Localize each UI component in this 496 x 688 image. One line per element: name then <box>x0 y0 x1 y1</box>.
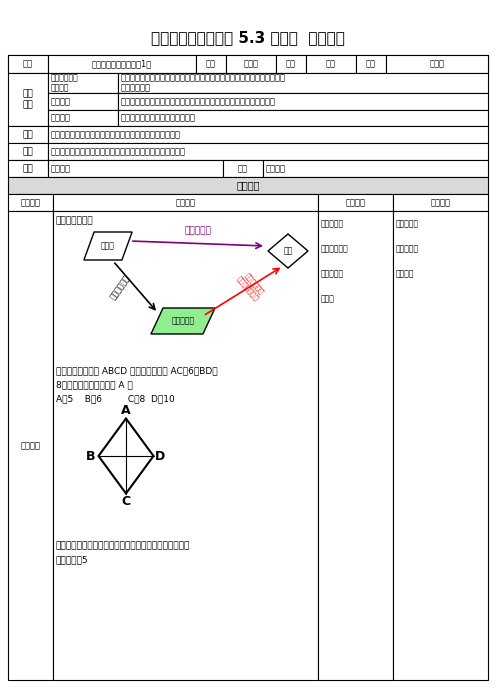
Text: 教学过程: 教学过程 <box>236 180 260 191</box>
Text: 难点: 难点 <box>23 147 33 156</box>
Text: C: C <box>122 495 130 508</box>
Text: A．5    B．6         C．8  D．10: A．5 B．6 C．8 D．10 <box>56 394 175 403</box>
Text: 设计意图: 设计意图 <box>431 198 450 207</box>
Text: 课前导入，

激发学生的

学习兴趣: 课前导入， 激发学生的 学习兴趣 <box>396 219 419 278</box>
Text: 正方形与矩形、菱形的关系及正方形性质与判定的灵活运用．: 正方形与矩形、菱形的关系及正方形性质与判定的灵活运用． <box>51 147 186 156</box>
FancyBboxPatch shape <box>8 143 48 160</box>
FancyBboxPatch shape <box>8 73 48 126</box>
FancyBboxPatch shape <box>263 160 488 177</box>
Text: 教师活动: 教师活动 <box>176 198 195 207</box>
Text: A: A <box>121 404 131 417</box>
FancyBboxPatch shape <box>318 211 393 680</box>
Text: 单元: 单元 <box>206 59 216 69</box>
FancyBboxPatch shape <box>48 93 118 110</box>
Text: 菱形: 菱形 <box>283 246 293 255</box>
Text: 课前回顾: 课前回顾 <box>20 441 41 450</box>
FancyBboxPatch shape <box>8 55 488 73</box>
FancyBboxPatch shape <box>393 194 488 211</box>
Text: 学法: 学法 <box>23 164 33 173</box>
Text: 重点: 重点 <box>23 130 33 139</box>
Polygon shape <box>151 308 215 334</box>
FancyBboxPatch shape <box>226 55 276 73</box>
FancyBboxPatch shape <box>318 194 393 211</box>
Text: 如图所示，在菱形 ABCD 中，两条对角线 AC＝6，BD＝: 如图所示，在菱形 ABCD 中，两条对角线 AC＝6，BD＝ <box>56 366 218 375</box>
FancyBboxPatch shape <box>223 160 263 177</box>
FancyBboxPatch shape <box>196 55 226 73</box>
FancyBboxPatch shape <box>356 55 386 73</box>
Polygon shape <box>268 234 308 268</box>
Text: 合作探究: 合作探究 <box>266 164 286 173</box>
Text: 知识目标: 知识目标 <box>51 114 71 122</box>
Text: 两种判定方法: 两种判定方法 <box>109 273 132 301</box>
FancyBboxPatch shape <box>393 211 488 680</box>
FancyBboxPatch shape <box>118 110 488 126</box>
Text: 形的边长为5: 形的边长为5 <box>56 555 89 564</box>
Text: 掌握正方形的概念，正方形的判定: 掌握正方形的概念，正方形的判定 <box>121 114 196 122</box>
Text: B: B <box>86 449 95 462</box>
Text: 8，则此菱形的边长为（ A ）: 8，则此菱形的边长为（ A ） <box>56 380 133 389</box>
Text: 菱形的判定方法: 菱形的判定方法 <box>56 216 94 225</box>
FancyBboxPatch shape <box>53 211 318 680</box>
Text: 四条边相等: 四条边相等 <box>185 226 211 235</box>
Text: 一组邻边相等
对角线互相垂直: 一组邻边相等 对角线互相垂直 <box>236 270 266 302</box>
Text: 经历探索正方形有关判别条件的过程，了解正方形与矩形、菱形的关系: 经历探索正方形有关判别条件的过程，了解正方形与矩形、菱形的关系 <box>121 97 276 106</box>
Polygon shape <box>99 418 153 493</box>
FancyBboxPatch shape <box>306 55 356 73</box>
FancyBboxPatch shape <box>48 160 223 177</box>
Text: 【解析】根据菱形的对角线互相垂直平分和勾股定理得菱: 【解析】根据菱形的对角线互相垂直平分和勾股定理得菱 <box>56 541 190 550</box>
Text: 正方形的定义及正方形与平行四边形、矩形、菱形的联系．: 正方形的定义及正方形与平行四边形、矩形、菱形的联系． <box>51 130 181 139</box>
FancyBboxPatch shape <box>118 73 488 93</box>
Text: 教法: 教法 <box>238 164 248 173</box>
FancyBboxPatch shape <box>48 73 118 93</box>
Text: 学生与老师

一起思考，回

顾以前所学

的知识: 学生与老师 一起思考，回 顾以前所学 的知识 <box>321 219 349 303</box>
FancyBboxPatch shape <box>386 55 488 73</box>
FancyBboxPatch shape <box>8 55 48 73</box>
FancyBboxPatch shape <box>53 194 318 211</box>
Text: 平行四边形: 平行四边形 <box>172 316 194 325</box>
FancyBboxPatch shape <box>48 126 488 143</box>
Text: 情感态度和价
值观目标: 情感态度和价 值观目标 <box>51 74 79 93</box>
Text: D: D <box>154 449 165 462</box>
FancyBboxPatch shape <box>8 177 488 194</box>
FancyBboxPatch shape <box>48 110 118 126</box>
FancyBboxPatch shape <box>48 55 196 73</box>
Text: 四边形: 四边形 <box>101 241 115 250</box>
Text: 学科: 学科 <box>286 59 296 69</box>
Text: 年级: 年级 <box>366 59 376 69</box>
Text: 学生活动: 学生活动 <box>346 198 366 207</box>
Text: 教学环节: 教学环节 <box>20 198 41 207</box>
FancyBboxPatch shape <box>8 126 48 143</box>
Text: 课题: 课题 <box>23 59 33 69</box>
FancyBboxPatch shape <box>8 194 53 211</box>
Text: 学习
目标: 学习 目标 <box>23 90 33 109</box>
Text: 数学: 数学 <box>326 59 336 69</box>
FancyBboxPatch shape <box>8 160 48 177</box>
Text: 浙教版数学八年级下 5.3 正方形  教学设计: 浙教版数学八年级下 5.3 正方形 教学设计 <box>151 30 345 45</box>
Text: 平行四边形及其性质（1）: 平行四边形及其性质（1） <box>92 59 152 69</box>
Text: 能力目标: 能力目标 <box>51 97 71 106</box>
Text: 第四章: 第四章 <box>244 59 258 69</box>
FancyBboxPatch shape <box>118 93 488 110</box>
FancyBboxPatch shape <box>8 211 53 680</box>
Text: 进一步加深对特殊与一般的认识，培养学生发现问题、解决问题的能力及逻
辑思维能力．: 进一步加深对特殊与一般的认识，培养学生发现问题、解决问题的能力及逻 辑思维能力． <box>121 74 286 93</box>
Text: 探究学习: 探究学习 <box>51 164 71 173</box>
FancyBboxPatch shape <box>276 55 306 73</box>
Polygon shape <box>84 232 132 260</box>
FancyBboxPatch shape <box>48 143 488 160</box>
Text: 八年级: 八年级 <box>430 59 444 69</box>
